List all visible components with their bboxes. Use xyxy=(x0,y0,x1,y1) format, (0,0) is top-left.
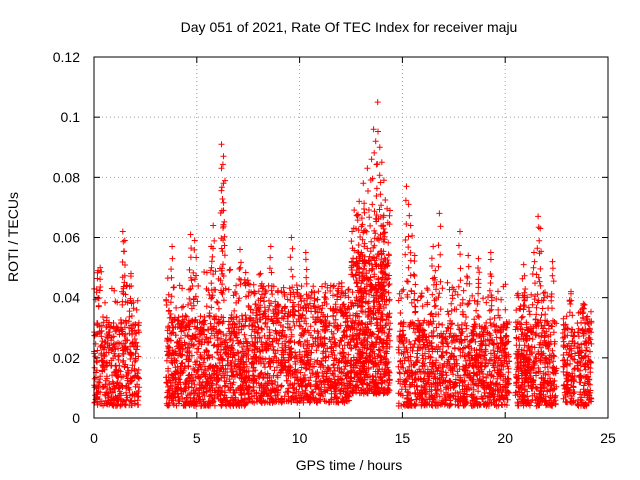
x-tick-label: 10 xyxy=(292,430,308,446)
x-tick-label: 5 xyxy=(193,430,201,446)
x-axis-ticks: 0 5 10 15 20 25 xyxy=(90,57,616,446)
x-tick-label: 25 xyxy=(600,430,616,446)
y-tick-label: 0.1 xyxy=(61,109,81,125)
y-axis-label: ROTI / TECUs xyxy=(5,192,21,282)
data-points xyxy=(91,99,595,409)
y-tick-label: 0.12 xyxy=(53,49,80,65)
y-tick-label: 0 xyxy=(72,410,80,426)
y-tick-label: 0.08 xyxy=(53,169,80,185)
x-tick-label: 20 xyxy=(497,430,513,446)
y-tick-label: 0.02 xyxy=(53,350,80,366)
scatter-markers xyxy=(91,99,595,409)
y-tick-label: 0.06 xyxy=(53,230,80,246)
y-axis-ticks: 0 0.02 0.04 0.06 0.08 0.1 0.12 xyxy=(53,49,608,426)
x-tick-label: 15 xyxy=(395,430,411,446)
x-axis-label: GPS time / hours xyxy=(296,457,403,473)
x-tick-label: 0 xyxy=(90,430,98,446)
y-tick-label: 0.04 xyxy=(53,290,80,306)
chart-title: Day 051 of 2021, Rate Of TEC Index for r… xyxy=(181,19,518,35)
